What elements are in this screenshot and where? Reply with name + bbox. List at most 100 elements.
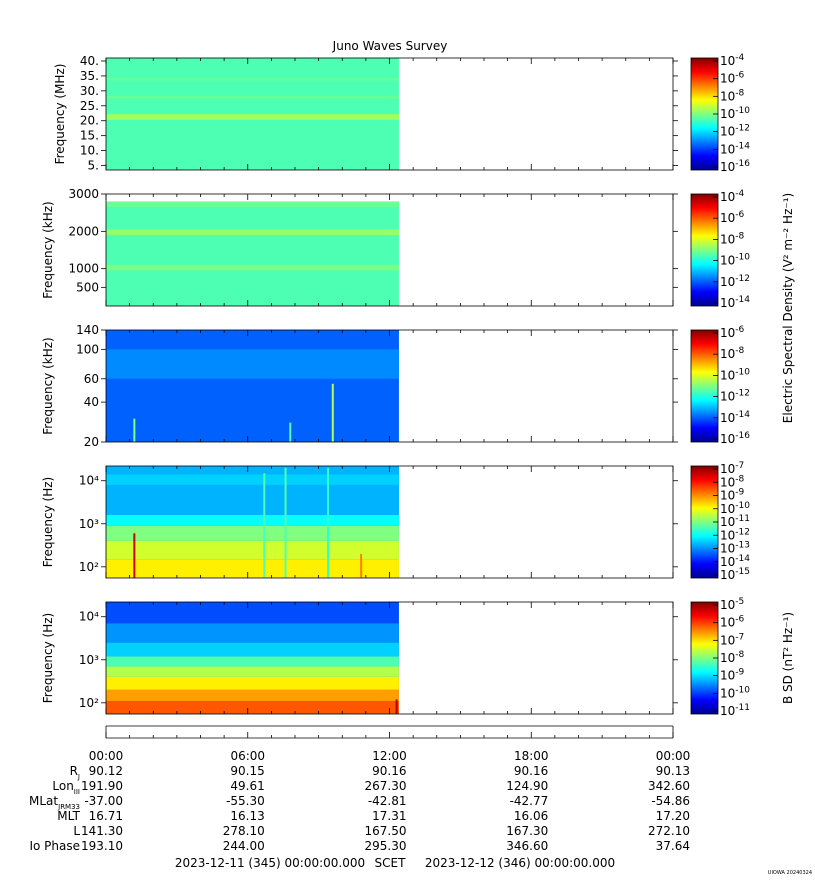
spectral-band (106, 666, 399, 677)
ephemeris-row-label: LonIII (52, 779, 80, 796)
y-tick-label: 2000 (68, 224, 99, 238)
y-tick-label: 60 (84, 372, 99, 386)
colorbar-tick-label: 10-11 (720, 703, 750, 718)
y-tick-label: 10³ (79, 653, 99, 667)
colorbar-tick-label: 10-14 (720, 141, 750, 156)
time-label: 12:00 (372, 749, 407, 763)
time-label: 00:00 (656, 749, 691, 763)
spectral-band (106, 78, 399, 81)
spectral-band (106, 559, 399, 578)
y-tick-label: 20. (80, 114, 99, 128)
ephemeris-value: 244.00 (223, 839, 265, 853)
spectral-band (106, 474, 399, 485)
ephemeris-row-label: Io Phase (29, 839, 80, 853)
y-tick-label: 10. (80, 144, 99, 158)
spectral-band (106, 701, 399, 714)
emission-spike (360, 553, 363, 578)
emission-spike (327, 467, 330, 578)
colorbar-tick-label: 10-16 (720, 159, 750, 174)
y-tick-label: 140 (76, 323, 99, 337)
y-tick-label: 40. (80, 54, 99, 68)
time-label: 18:00 (514, 749, 549, 763)
spectrogram-panel-1: 5.10.15.20.25.30.35.40. Frequency (MHz) (53, 54, 678, 173)
spectral-band (106, 689, 399, 702)
ephemeris-value: -42.81 (368, 794, 407, 808)
spectral-band (106, 642, 399, 657)
colorbar-tick-label: 10-10 (720, 367, 750, 382)
ephemeris-value: -42.77 (510, 794, 549, 808)
y-tick-label: 10⁴ (79, 474, 99, 488)
colorbar-3: 10-6 10-8 10-10 10-12 10-14 10-16 (690, 325, 750, 446)
time-axis (105, 725, 674, 739)
y-tick-label: 15. (80, 129, 99, 143)
spectral-band (106, 201, 399, 306)
ephemeris-value: -54.86 (651, 794, 690, 808)
colorbar-tick-label: 10-10 (720, 685, 750, 700)
colorbar-label: Electric Spectral Density (V² m⁻² Hz⁻¹) (781, 193, 795, 423)
ephemeris-row-label: L (73, 824, 80, 838)
ephemeris-value: 272.10 (648, 824, 690, 838)
footer-end-date: 2023-12-12 (346) 00:00:00.000 (425, 856, 615, 870)
colorbar-tick-label: 10-16 (720, 431, 750, 446)
colorbar-4: 10-710-810-910-1010-1110-1210-1310-1410-… (690, 461, 750, 582)
spectral-band (106, 514, 399, 526)
ephemeris-value: 90.15 (230, 764, 264, 778)
colorbar-tick-label: 10-6 (720, 325, 745, 340)
ephemeris-row-label: RJ (70, 764, 80, 781)
ephemeris-value: 16.71 (89, 809, 123, 823)
ephemeris-value: 346.60 (506, 839, 548, 853)
spectral-band (106, 349, 399, 379)
spectrogram-panel-5: 10² 10³ 10⁴ Frequency (Hz) (41, 601, 678, 715)
spectral-band (106, 201, 399, 208)
spectral-band (106, 623, 399, 643)
colorbar-tick-label: 10-8 (720, 346, 745, 361)
ephemeris-value: 17.31 (372, 809, 406, 823)
colorbar-5: 10-5 10-6 10-7 10-8 10-9 10-10 10-11 B SD (nT² … (690, 597, 795, 718)
colorbar-tick-label: 10-10 (720, 253, 750, 268)
watermark: UIOWA 20240324 (768, 870, 812, 876)
ephemeris-value: 167.50 (365, 824, 407, 838)
spectral-band (106, 540, 399, 560)
footer-scet: SCET (375, 856, 407, 870)
colorbar-tick-label: 10-6 (720, 71, 745, 86)
y-tick-label: 35. (80, 69, 99, 83)
y-tick-label: 100 (76, 342, 99, 356)
ephemeris-value: 167.30 (506, 824, 548, 838)
y-tick-label: 10² (79, 560, 99, 574)
y-tick-label: 20 (84, 435, 99, 449)
ephemeris-value: 191.90 (81, 779, 123, 793)
y-tick-label: 10³ (79, 517, 99, 531)
spectral-band (106, 58, 399, 170)
emission-spike (395, 699, 398, 714)
spectral-band (106, 229, 399, 236)
ephemeris-value: 90.13 (656, 764, 690, 778)
spectral-band (106, 525, 399, 541)
y-tick-label: 10² (79, 696, 99, 710)
footer-start-date: 2023-12-11 (345) 00:00:00.000 (175, 856, 365, 870)
time-label: 00:00 (89, 749, 124, 763)
emission-spike (133, 533, 136, 578)
ephemeris-value: -37.00 (84, 794, 123, 808)
colorbar-gradient (690, 193, 719, 307)
emission-spike (284, 467, 287, 578)
colorbar-tick-label: 10-8 (720, 88, 745, 103)
y-tick-label: 5. (88, 159, 99, 173)
colorbar-tick-label: 10-9 (720, 668, 745, 683)
ephemeris-value: 37.64 (656, 839, 690, 853)
ephemeris-value: -55.30 (226, 794, 265, 808)
y-tick-label: 10⁴ (79, 610, 99, 624)
y-tick-label: 3000 (68, 187, 99, 201)
figure-title: Juno Waves Survey (332, 39, 448, 53)
colorbar-1: 10-4 10-6 10-8 10-10 10-12 10-14 10-16 (690, 53, 750, 174)
ephemeris-value: 342.60 (648, 779, 690, 793)
colorbar-tick-label: 10-12 (720, 389, 750, 404)
time-label: 06:00 (230, 749, 265, 763)
y-tick-label: 25. (80, 99, 99, 113)
ephemeris-value: 16.13 (230, 809, 264, 823)
colorbar-gradient (690, 329, 719, 443)
ephemeris-value: 90.16 (372, 764, 406, 778)
colorbar-tick-label: 10-12 (720, 274, 750, 289)
ephemeris-value: 16.06 (514, 809, 548, 823)
y-tick-label: 30. (80, 84, 99, 98)
